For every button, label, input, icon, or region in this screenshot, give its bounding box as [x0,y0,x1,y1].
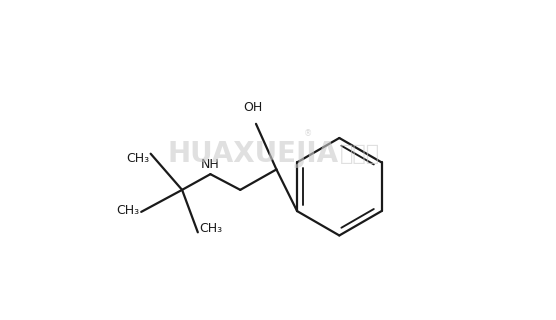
Text: 化学加: 化学加 [340,144,380,164]
Text: CH₃: CH₃ [200,222,222,236]
Text: CH₃: CH₃ [126,152,149,165]
Text: ®: ® [304,129,312,138]
Text: HUAXUEJIA: HUAXUEJIA [167,140,339,168]
Text: OH: OH [243,101,262,115]
Text: NH: NH [201,158,220,171]
Text: CH₃: CH₃ [117,204,140,217]
